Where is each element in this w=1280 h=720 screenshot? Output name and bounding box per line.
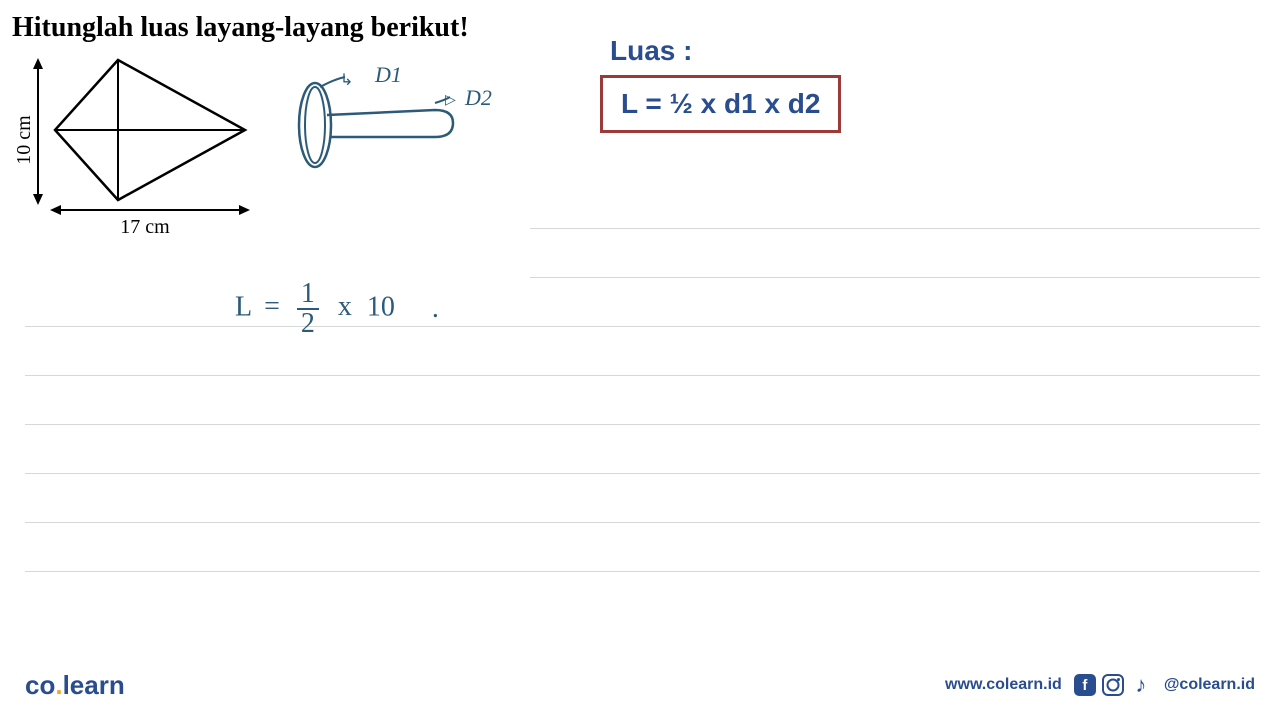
calc-frac-num: 1	[297, 280, 319, 310]
d2-annotation-label: D2	[465, 85, 492, 111]
facebook-icon: f	[1074, 674, 1096, 696]
calc-trailing-dot: .	[432, 293, 439, 324]
notebook-lines-upper	[530, 180, 1260, 278]
website-url: www.colearn.id	[945, 676, 1062, 694]
footer-right: www.colearn.id f ♪ @colearn.id	[945, 674, 1255, 696]
handwritten-calculation: L = 1 2 x 10 .	[235, 280, 439, 338]
sketch-annotation	[285, 75, 475, 175]
footer: co.learn www.colearn.id f ♪ @colearn.id	[0, 665, 1280, 705]
question-title: Hitunglah luas layang-layang berikut!	[12, 12, 469, 44]
calc-frac-den: 2	[297, 310, 319, 338]
brand-logo: co.learn	[25, 670, 125, 701]
formula-frame: L = ½ x d1 x d2	[600, 75, 841, 133]
d1-dimension-text: 10 cm	[13, 115, 35, 165]
social-handle: @colearn.id	[1164, 676, 1255, 694]
d1-annotation-label: D1	[375, 62, 402, 88]
formula-text: L = ½ x d1 x d2	[621, 88, 820, 120]
social-icons: f ♪	[1074, 674, 1152, 696]
logo-co: co	[25, 670, 55, 700]
d1-arrow-icon: ↳	[340, 70, 353, 90]
instagram-icon	[1102, 674, 1124, 696]
d2-arrow-icon: ▷	[445, 92, 456, 109]
logo-dot: .	[55, 670, 62, 700]
calc-l: L	[235, 291, 251, 322]
logo-learn: learn	[63, 670, 125, 700]
calc-value: 10	[367, 291, 395, 322]
d2-dimension-text: 17 cm	[120, 216, 170, 238]
calc-fraction: 1 2	[297, 280, 319, 338]
calc-eq: =	[264, 291, 280, 322]
luas-heading: Luas :	[610, 35, 841, 67]
notebook-lines-main	[25, 278, 1260, 572]
formula-box: Luas : L = ½ x d1 x d2	[600, 35, 841, 133]
kite-diagram: 10 cm 17 cm	[10, 55, 260, 240]
calc-times: x	[338, 291, 352, 322]
tiktok-icon: ♪	[1130, 674, 1152, 696]
